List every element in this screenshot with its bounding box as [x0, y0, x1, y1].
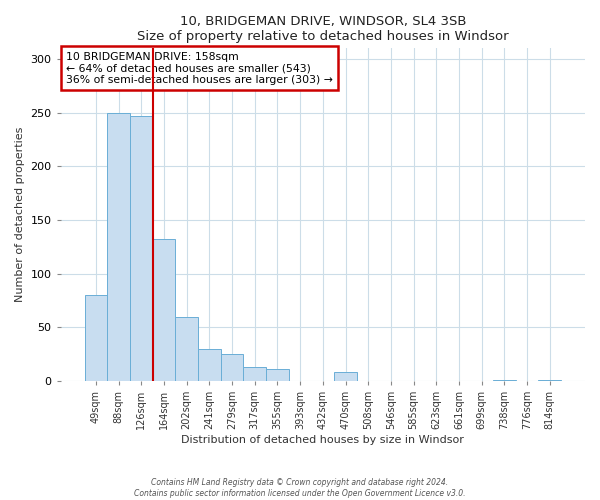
X-axis label: Distribution of detached houses by size in Windsor: Distribution of detached houses by size …: [181, 435, 464, 445]
Text: 10 BRIDGEMAN DRIVE: 158sqm
← 64% of detached houses are smaller (543)
36% of sem: 10 BRIDGEMAN DRIVE: 158sqm ← 64% of deta…: [66, 52, 333, 85]
Bar: [244, 367, 266, 381]
Bar: [221, 354, 244, 381]
Bar: [493, 380, 516, 381]
Bar: [538, 380, 561, 381]
Bar: [334, 372, 357, 381]
Y-axis label: Number of detached properties: Number of detached properties: [15, 127, 25, 302]
Bar: [175, 316, 198, 381]
Bar: [152, 240, 175, 381]
Bar: [198, 349, 221, 381]
Bar: [130, 116, 152, 381]
Bar: [107, 112, 130, 381]
Bar: [266, 369, 289, 381]
Text: Contains HM Land Registry data © Crown copyright and database right 2024.
Contai: Contains HM Land Registry data © Crown c…: [134, 478, 466, 498]
Title: 10, BRIDGEMAN DRIVE, WINDSOR, SL4 3SB
Size of property relative to detached hous: 10, BRIDGEMAN DRIVE, WINDSOR, SL4 3SB Si…: [137, 15, 509, 43]
Bar: [85, 295, 107, 381]
